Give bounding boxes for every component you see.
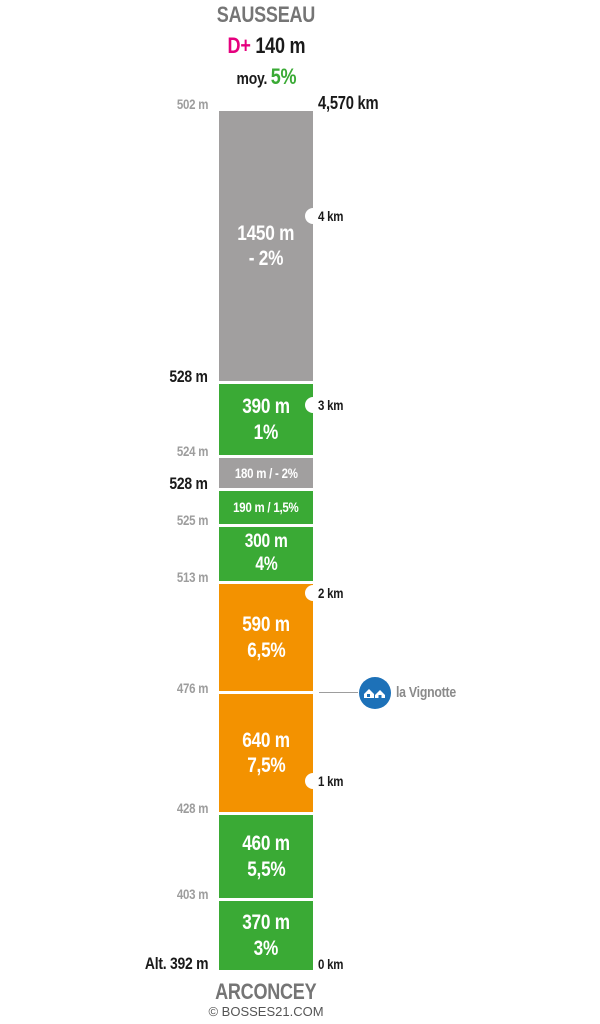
km-notch [305, 585, 321, 601]
segment-8: 460 m 5,5% [219, 815, 313, 898]
km-label: 0 km [318, 956, 344, 972]
km-label: 3 km [318, 397, 344, 413]
altitude-label: 513 m [176, 569, 209, 585]
gain-label: D+ [227, 33, 251, 58]
km-label: 4 km [318, 208, 344, 224]
start-name: ARCONCEY [215, 979, 317, 1004]
avg-label: moy. [236, 69, 267, 88]
altitude-label: 524 m [176, 443, 209, 459]
segment-3: 180 m / - 2% [219, 458, 313, 488]
average-grade: moy. 5% [0, 64, 532, 90]
segment-9: 370 m 3% [219, 901, 313, 970]
avg-value: 5% [270, 64, 296, 89]
altitude-label: 428 m [176, 800, 209, 816]
km-notch [305, 208, 321, 224]
poi-leader-line [319, 692, 358, 693]
gain-value: 140 m [254, 33, 305, 58]
village-icon [359, 677, 391, 709]
km-notch [305, 397, 321, 413]
total-distance: 4,570 km [318, 93, 379, 113]
start-altitude-label: Alt. 392 m [144, 954, 209, 973]
segment-2: 390 m 1% [219, 384, 313, 455]
segment-5: 300 m 4% [219, 527, 313, 581]
elevation-gain: D+ 140 m [0, 33, 532, 59]
copyright: © BOSSES21.COM [208, 1004, 324, 1019]
altitude-label: 528 m [169, 367, 209, 386]
altitude-label: 476 m [176, 680, 209, 696]
km-notch [305, 773, 321, 789]
segment-6: 590 m 6,5% [219, 584, 313, 691]
km-label: 1 km [318, 773, 344, 789]
km-label: 2 km [318, 585, 344, 601]
altitude-label: 502 m [176, 96, 209, 112]
segment-4: 190 m / 1,5% [219, 491, 313, 524]
segment-1: 1450 m- 2% [219, 111, 313, 381]
poi-name: la Vignotte [396, 684, 456, 701]
altitude-label: 528 m [169, 474, 209, 493]
segment-7: 640 m 7,5% [219, 694, 313, 812]
altitude-label: 525 m [176, 512, 209, 528]
altitude-label: 403 m [176, 886, 209, 902]
summit-name: SAUSSEAU [216, 2, 316, 27]
